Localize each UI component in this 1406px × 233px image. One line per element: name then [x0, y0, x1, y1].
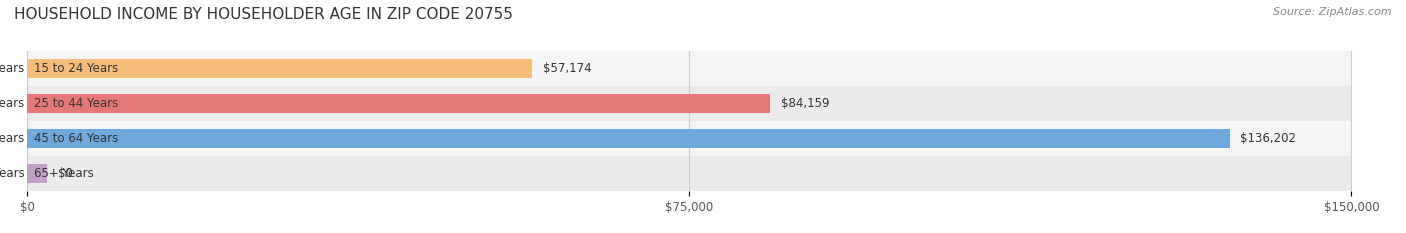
Text: 25 to 44 Years: 25 to 44 Years [34, 97, 118, 110]
Text: 65+ Years: 65+ Years [34, 167, 94, 180]
Text: 25 to 44 Years: 25 to 44 Years [0, 97, 25, 110]
Text: $136,202: $136,202 [1240, 132, 1296, 145]
Text: Source: ZipAtlas.com: Source: ZipAtlas.com [1274, 7, 1392, 17]
Text: $0: $0 [58, 167, 73, 180]
Text: 65+ Years: 65+ Years [0, 167, 25, 180]
Bar [27, 94, 770, 113]
Text: $84,159: $84,159 [780, 97, 830, 110]
Text: 45 to 64 Years: 45 to 64 Years [0, 132, 25, 145]
Bar [27, 156, 1351, 191]
Bar [27, 86, 1351, 121]
Bar [27, 51, 1351, 86]
Bar [27, 59, 531, 78]
Text: 15 to 24 Years: 15 to 24 Years [34, 62, 118, 75]
Text: $57,174: $57,174 [543, 62, 591, 75]
Bar [27, 121, 1351, 156]
Text: 45 to 64 Years: 45 to 64 Years [34, 132, 118, 145]
Bar [27, 129, 1230, 148]
Bar [27, 164, 48, 183]
Text: HOUSEHOLD INCOME BY HOUSEHOLDER AGE IN ZIP CODE 20755: HOUSEHOLD INCOME BY HOUSEHOLDER AGE IN Z… [14, 7, 513, 22]
Text: 15 to 24 Years: 15 to 24 Years [0, 62, 25, 75]
